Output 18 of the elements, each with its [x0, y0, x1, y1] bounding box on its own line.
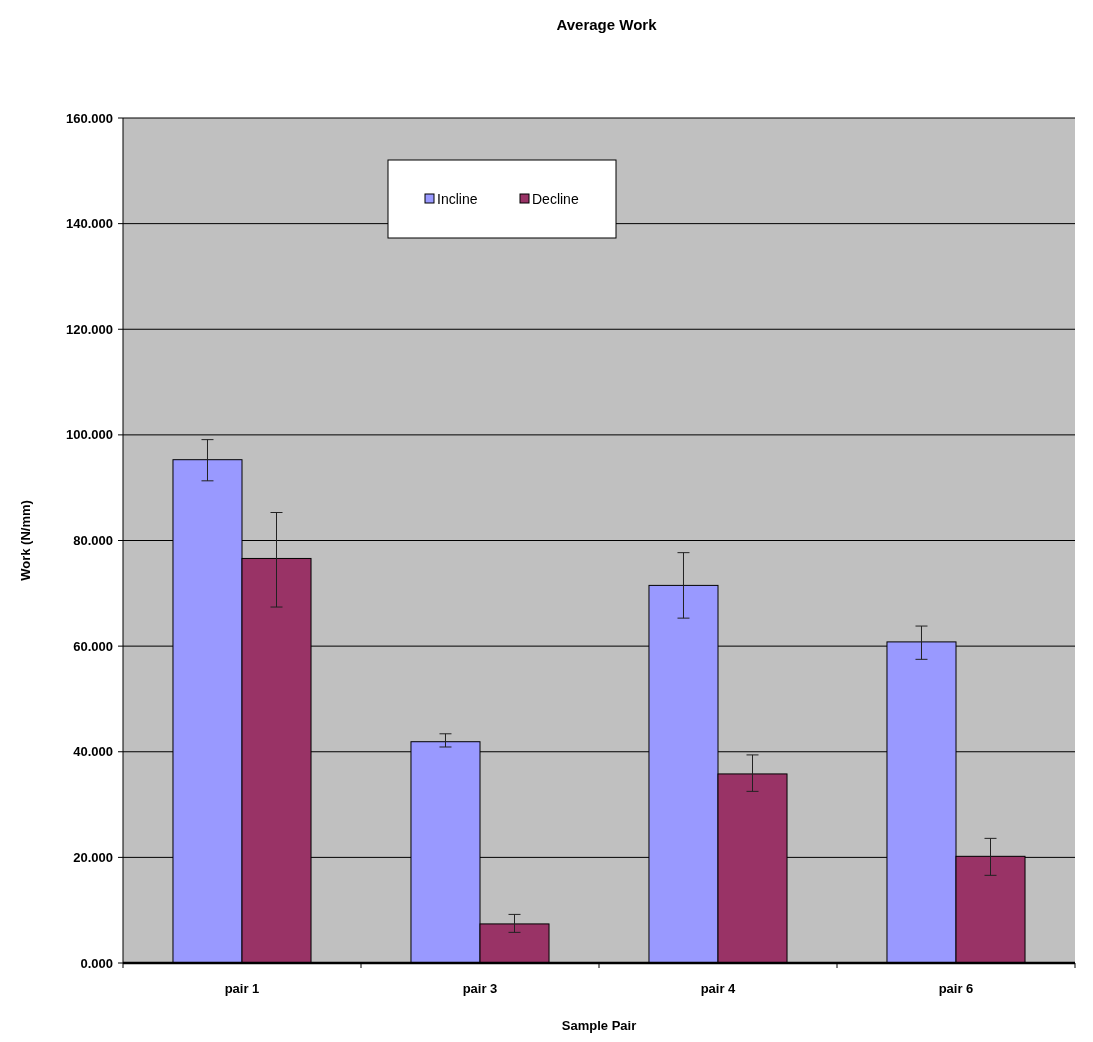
- y-tick-label: 20.000: [73, 849, 113, 865]
- y-tick-label: 80.000: [73, 533, 113, 549]
- legend-label: Decline: [532, 190, 579, 207]
- y-axis-title: Work (N/mm): [18, 500, 33, 581]
- y-tick-label: 40.000: [73, 744, 113, 760]
- y-tick-label: 100.000: [66, 427, 113, 443]
- y-tick-label: 140.000: [66, 216, 113, 232]
- x-tick-label: pair 4: [700, 981, 737, 996]
- y-tick-label: 0.000: [80, 955, 113, 971]
- x-tick-label: pair 3: [462, 981, 498, 996]
- y-tick-label: 160.000: [66, 110, 113, 126]
- legend-label: Incline: [437, 190, 478, 207]
- chart-title: Average Work: [556, 16, 658, 33]
- y-tick-label: 120.000: [66, 321, 113, 337]
- y-tick-label: 60.000: [73, 638, 113, 654]
- x-tick-label: pair 1: [224, 981, 260, 996]
- x-axis-title: Sample Pair: [561, 1018, 637, 1033]
- x-tick-label: pair 6: [938, 981, 974, 996]
